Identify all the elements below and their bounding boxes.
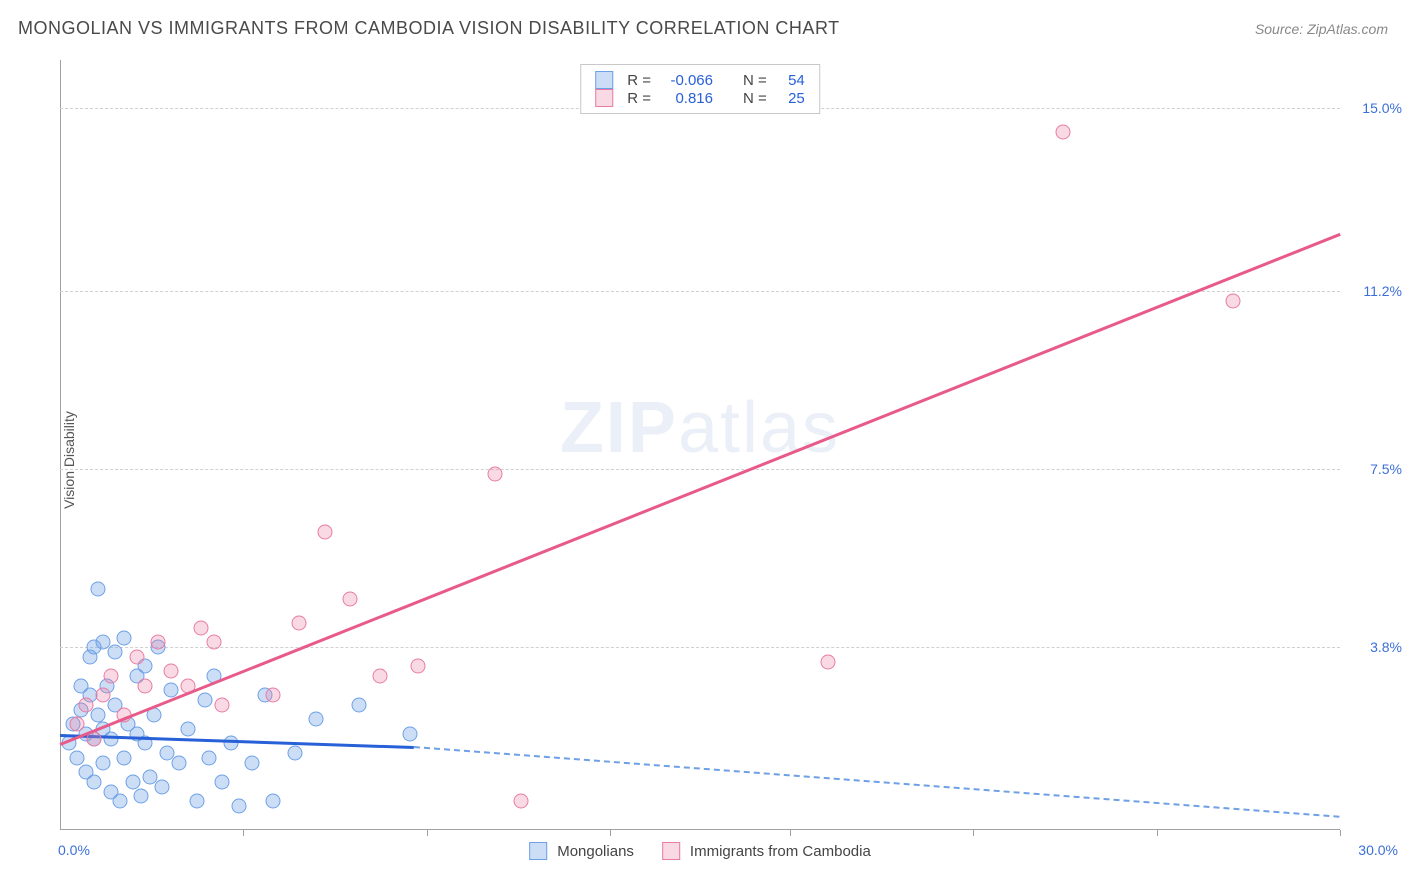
data-point (104, 669, 119, 684)
data-point (108, 644, 123, 659)
data-point (317, 524, 332, 539)
data-point (343, 592, 358, 607)
grid-line (60, 291, 1340, 292)
data-point (95, 688, 110, 703)
data-point (215, 697, 230, 712)
x-tick (243, 830, 244, 836)
series-legend: Mongolians Immigrants from Cambodia (529, 842, 871, 860)
data-point (287, 746, 302, 761)
r-label: R = (627, 72, 651, 89)
data-point (202, 750, 217, 765)
y-tick-label: 11.2% (1363, 283, 1402, 299)
correlation-legend-row: R = -0.066 N = 54 (595, 71, 805, 89)
x-tick (790, 830, 791, 836)
correlation-legend-row: R = 0.816 N = 25 (595, 89, 805, 107)
series-legend-label: Immigrants from Cambodia (690, 843, 871, 860)
x-tick (427, 830, 428, 836)
data-point (134, 789, 149, 804)
source-attribution: Source: ZipAtlas.com (1255, 21, 1388, 37)
series-legend-label: Mongolians (557, 843, 634, 860)
legend-swatch (595, 71, 613, 89)
n-label: N = (743, 90, 767, 107)
x-tick (1157, 830, 1158, 836)
data-point (309, 712, 324, 727)
data-point (112, 794, 127, 809)
data-point (172, 755, 187, 770)
legend-swatch (529, 842, 547, 860)
x-axis (60, 829, 1340, 830)
series-legend-item: Mongolians (529, 842, 634, 860)
n-value: 25 (777, 90, 805, 107)
data-point (223, 736, 238, 751)
r-label: R = (627, 90, 651, 107)
y-axis (60, 60, 61, 830)
x-origin-label: 0.0% (58, 842, 90, 858)
legend-swatch (595, 89, 613, 107)
correlation-legend: R = -0.066 N = 54 R = 0.816 N = 25 (580, 64, 820, 114)
data-point (232, 798, 247, 813)
grid-line (60, 647, 1340, 648)
data-point (411, 659, 426, 674)
data-point (163, 664, 178, 679)
data-point (821, 654, 836, 669)
grid-line (60, 469, 1340, 470)
data-point (87, 774, 102, 789)
data-point (70, 717, 85, 732)
data-point (266, 794, 281, 809)
data-point (373, 669, 388, 684)
y-tick-label: 7.5% (1370, 461, 1402, 477)
data-point (104, 731, 119, 746)
data-point (138, 678, 153, 693)
data-point (78, 697, 93, 712)
data-point (1055, 125, 1070, 140)
data-point (117, 630, 132, 645)
data-point (1226, 293, 1241, 308)
plot-region: ZIPatlas R = -0.066 N = 54 R = 0.816 N = 25 0.0… (60, 60, 1340, 860)
data-point (215, 774, 230, 789)
x-tick (973, 830, 974, 836)
x-max-label: 30.0% (1358, 842, 1398, 858)
data-point (513, 794, 528, 809)
legend-swatch (662, 842, 680, 860)
watermark: ZIPatlas (560, 387, 840, 469)
x-tick (610, 830, 611, 836)
data-point (70, 750, 85, 765)
x-tick (1340, 830, 1341, 836)
chart-title: MONGOLIAN VS IMMIGRANTS FROM CAMBODIA VI… (18, 18, 840, 39)
data-point (206, 635, 221, 650)
data-point (189, 794, 204, 809)
data-point (488, 466, 503, 481)
data-point (402, 726, 417, 741)
data-point (198, 693, 213, 708)
data-point (266, 688, 281, 703)
r-value: -0.066 (661, 72, 713, 89)
data-point (95, 755, 110, 770)
data-point (151, 635, 166, 650)
series-legend-item: Immigrants from Cambodia (662, 842, 871, 860)
data-point (351, 697, 366, 712)
data-point (91, 582, 106, 597)
data-point (193, 620, 208, 635)
n-value: 54 (777, 72, 805, 89)
trend-line (60, 233, 1341, 745)
data-point (245, 755, 260, 770)
data-point (125, 774, 140, 789)
r-value: 0.816 (661, 90, 713, 107)
y-tick-label: 15.0% (1362, 100, 1402, 116)
data-point (291, 616, 306, 631)
trend-line-dashed (414, 746, 1340, 818)
data-point (155, 779, 170, 794)
data-point (181, 721, 196, 736)
data-point (91, 707, 106, 722)
data-point (129, 649, 144, 664)
y-tick-label: 3.8% (1370, 639, 1402, 655)
data-point (117, 750, 132, 765)
chart-area: Vision Disability ZIPatlas R =-0.066N =5… (50, 60, 1340, 860)
n-label: N = (743, 72, 767, 89)
